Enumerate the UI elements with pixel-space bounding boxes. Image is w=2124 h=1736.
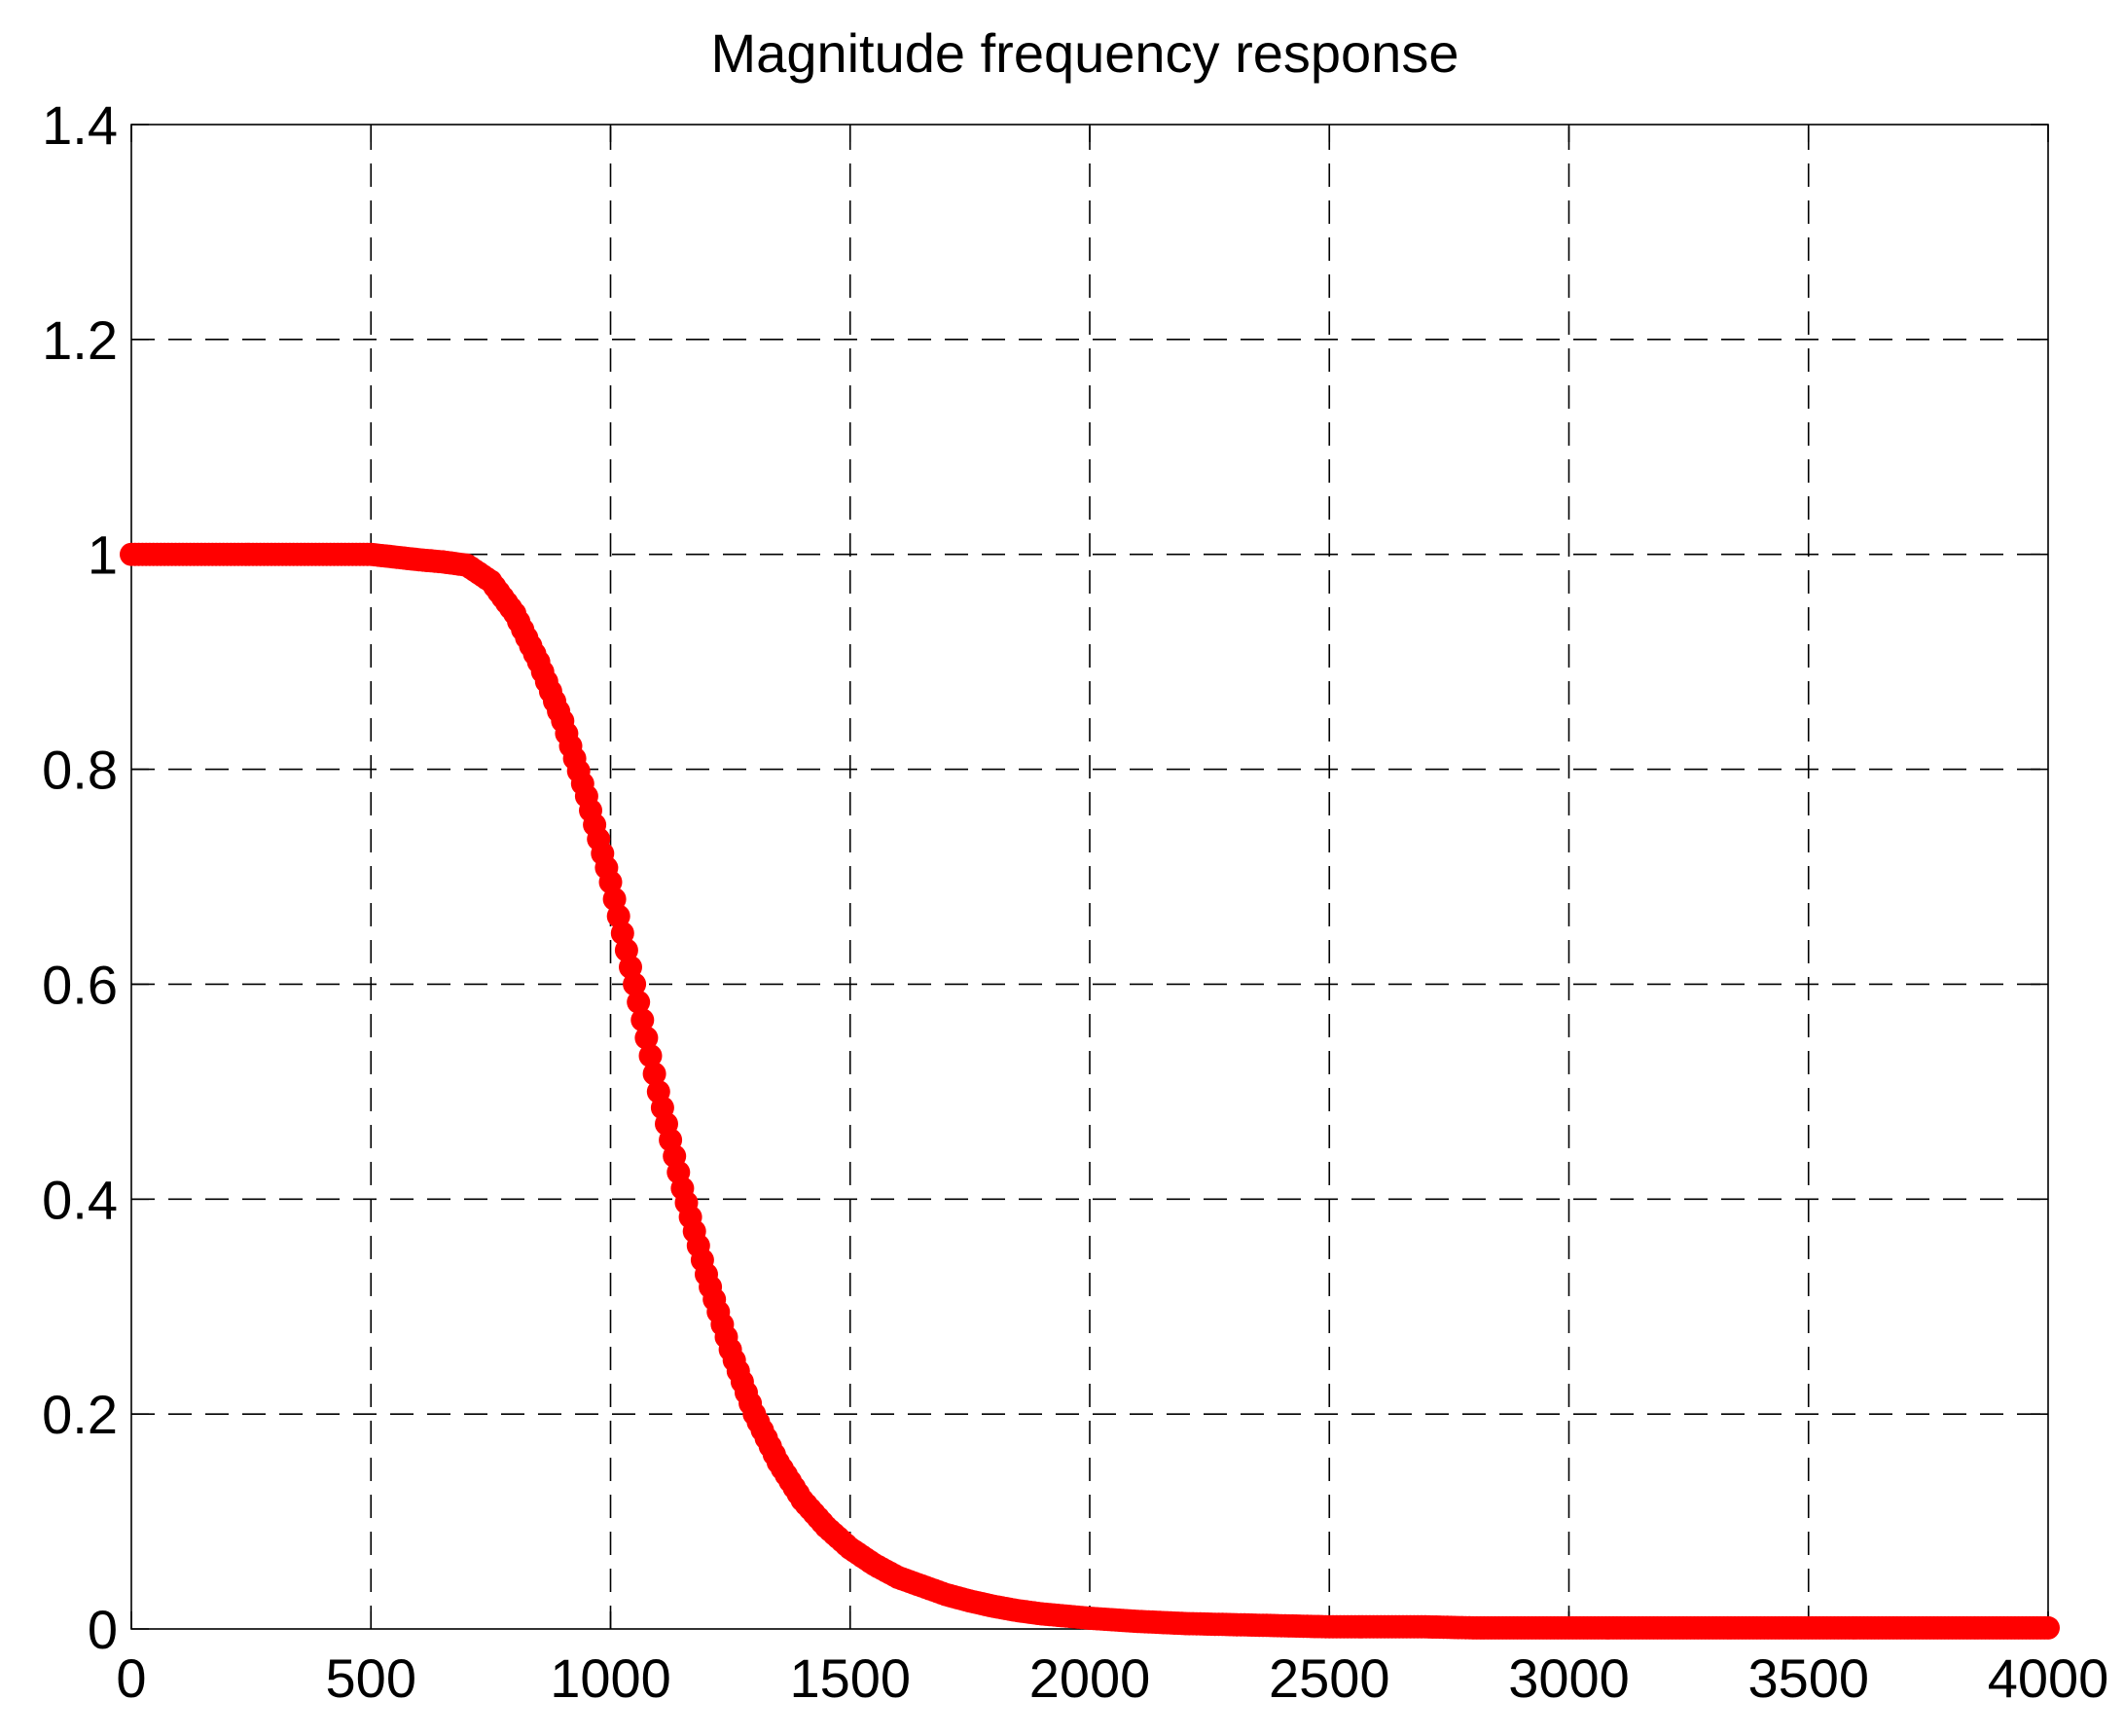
y-tick-label: 1 (88, 524, 118, 586)
data-point (642, 1062, 666, 1086)
data-point (634, 1026, 659, 1050)
y-tick-label: 0.2 (42, 1384, 118, 1445)
x-tick-label: 2000 (1029, 1647, 1151, 1709)
y-tick-label: 1.2 (42, 309, 118, 371)
data-point (627, 990, 651, 1014)
x-tick-label: 1000 (550, 1647, 671, 1709)
y-tick-label: 0.8 (42, 740, 118, 801)
y-tick-label: 0.6 (42, 954, 118, 1015)
data-point (630, 1008, 655, 1032)
data-point (638, 1044, 663, 1067)
data-point (623, 972, 647, 996)
axis-ticks: 0 500 1000 1500 2000 2500 3000 3500 4000 0 0.2 0.4 0… (42, 94, 2108, 1709)
y-tick-label: 0.4 (42, 1169, 118, 1230)
x-tick-label: 0 (116, 1647, 146, 1709)
y-tick-label: 0 (88, 1599, 118, 1660)
x-tick-label: 3000 (1508, 1647, 1630, 1709)
y-tick-label: 1.4 (42, 94, 118, 156)
data-markers (120, 542, 2060, 1640)
x-tick-label: 4000 (1988, 1647, 2109, 1709)
x-tick-label: 500 (326, 1647, 416, 1709)
x-tick-label: 2500 (1269, 1647, 1390, 1709)
chart-title: Magnitude frequency response (711, 22, 1459, 84)
x-tick-label: 1500 (789, 1647, 911, 1709)
x-tick-label: 3500 (1747, 1647, 1869, 1709)
data-point (2036, 1615, 2060, 1640)
